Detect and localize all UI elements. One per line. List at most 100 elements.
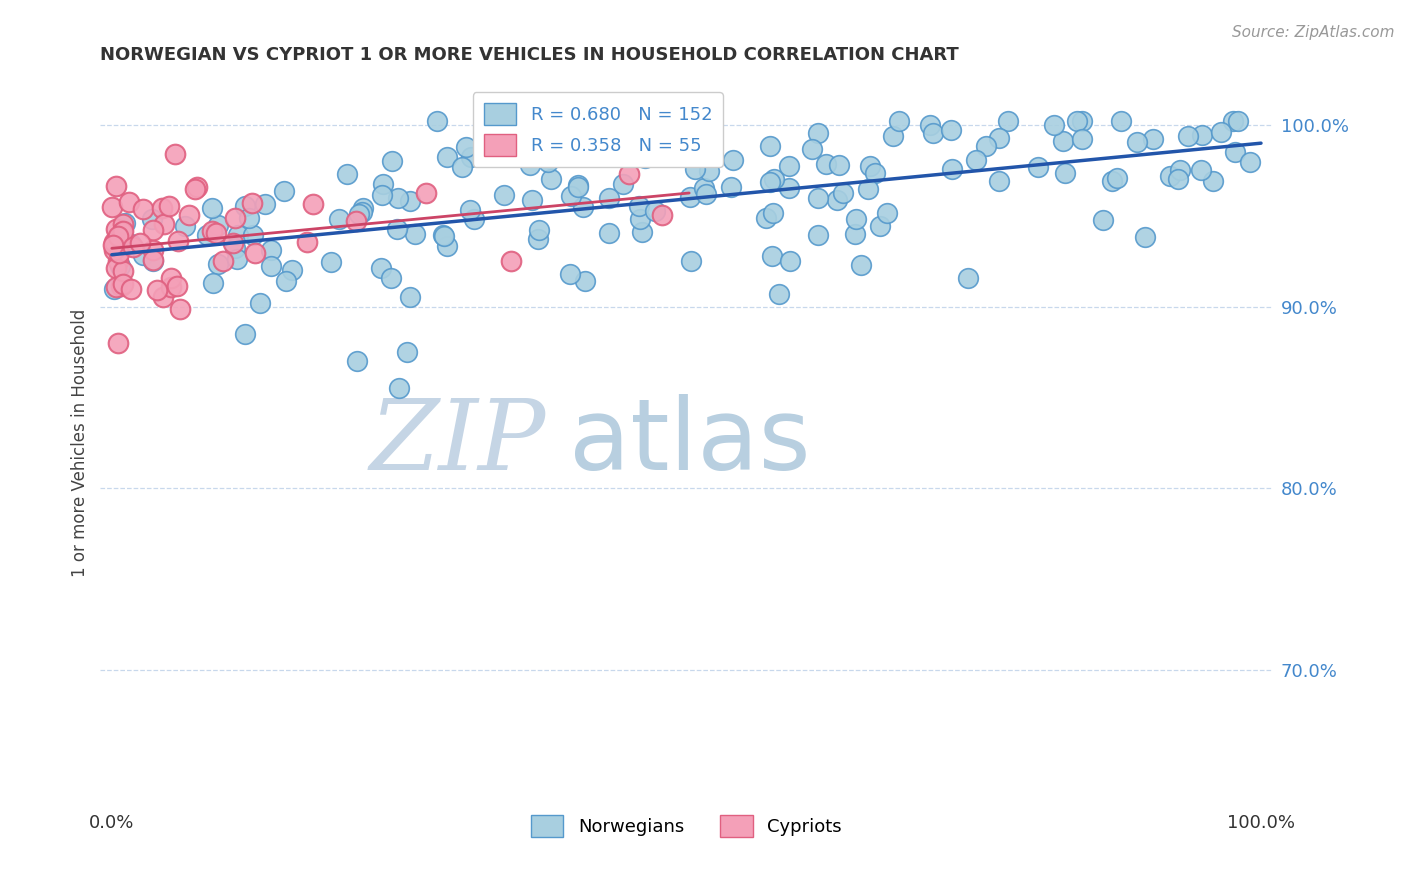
Point <box>104 222 127 236</box>
Point <box>844 227 866 242</box>
Point <box>681 253 703 268</box>
Text: NORWEGIAN VS CYPRIOT 1 OR MORE VEHICLES IN HOUSEHOLD CORRELATION CHART: NORWEGIAN VS CYPRIOT 1 OR MORE VEHICLES … <box>100 46 959 64</box>
Point <box>863 166 886 180</box>
Point <box>574 274 596 288</box>
Point <box>233 326 256 341</box>
Point <box>1066 114 1088 128</box>
Point <box>201 276 224 290</box>
Point <box>1191 128 1213 142</box>
Point <box>762 206 785 220</box>
Point <box>350 205 373 219</box>
Point <box>226 252 249 266</box>
Point <box>463 212 485 227</box>
Point <box>1202 174 1225 188</box>
Point <box>628 212 651 227</box>
Point <box>1239 155 1261 169</box>
Point <box>988 131 1011 145</box>
Point <box>336 167 359 181</box>
Point <box>869 219 891 233</box>
Point <box>107 228 129 243</box>
Text: Source: ZipAtlas.com: Source: ZipAtlas.com <box>1232 25 1395 40</box>
Point <box>1091 213 1114 227</box>
Point <box>1227 114 1250 128</box>
Point <box>1222 114 1244 128</box>
Point <box>142 254 165 268</box>
Point <box>679 190 702 204</box>
Point <box>112 277 135 291</box>
Point <box>426 114 449 128</box>
Point <box>387 191 409 205</box>
Point <box>527 232 550 246</box>
Point <box>179 208 201 222</box>
Point <box>404 227 426 241</box>
Point <box>1052 134 1074 148</box>
Point <box>520 194 543 208</box>
Point <box>160 280 183 294</box>
Point <box>399 290 422 304</box>
Point <box>319 255 342 269</box>
Point <box>851 258 873 272</box>
Point <box>454 140 477 154</box>
Point <box>260 259 283 273</box>
Point <box>1177 128 1199 143</box>
Point <box>346 354 368 368</box>
Point <box>273 184 295 198</box>
Point <box>370 188 392 202</box>
Point <box>779 253 801 268</box>
Point <box>540 172 562 186</box>
Point <box>567 178 589 193</box>
Point <box>328 212 350 227</box>
Point <box>104 179 127 194</box>
Point <box>758 138 780 153</box>
Point <box>111 217 134 231</box>
Point <box>112 224 135 238</box>
Point <box>195 227 218 242</box>
Point <box>280 263 302 277</box>
Point <box>460 150 482 164</box>
Point <box>499 253 522 268</box>
Point <box>370 261 392 276</box>
Point <box>352 201 374 215</box>
Point <box>132 248 155 262</box>
Point <box>807 227 830 242</box>
Point <box>581 129 603 144</box>
Point <box>163 147 186 161</box>
Point <box>205 227 228 241</box>
Point <box>344 214 367 228</box>
Point <box>160 270 183 285</box>
Point <box>651 208 673 222</box>
Point <box>114 216 136 230</box>
Point <box>249 296 271 310</box>
Point <box>110 260 132 274</box>
Point <box>631 225 654 239</box>
Y-axis label: 1 or more Vehicles in Household: 1 or more Vehicles in Household <box>72 309 89 577</box>
Point <box>815 157 838 171</box>
Point <box>110 278 132 293</box>
Point <box>295 235 318 249</box>
Point <box>301 196 323 211</box>
Point <box>142 223 165 237</box>
Point <box>129 235 152 250</box>
Point <box>634 151 657 165</box>
Point <box>567 179 589 194</box>
Point <box>142 253 165 268</box>
Point <box>121 240 143 254</box>
Point <box>939 123 962 137</box>
Point <box>388 381 411 395</box>
Point <box>152 201 174 215</box>
Point <box>111 225 134 239</box>
Point <box>1223 145 1246 159</box>
Point <box>184 182 207 196</box>
Point <box>619 167 641 181</box>
Point <box>120 237 142 252</box>
Point <box>101 238 124 252</box>
Point <box>778 181 800 195</box>
Point <box>436 239 458 253</box>
Point <box>807 191 830 205</box>
Point <box>1166 171 1188 186</box>
Point <box>186 179 208 194</box>
Point <box>387 222 409 236</box>
Point <box>433 229 456 244</box>
Point <box>224 241 246 255</box>
Point <box>242 196 264 211</box>
